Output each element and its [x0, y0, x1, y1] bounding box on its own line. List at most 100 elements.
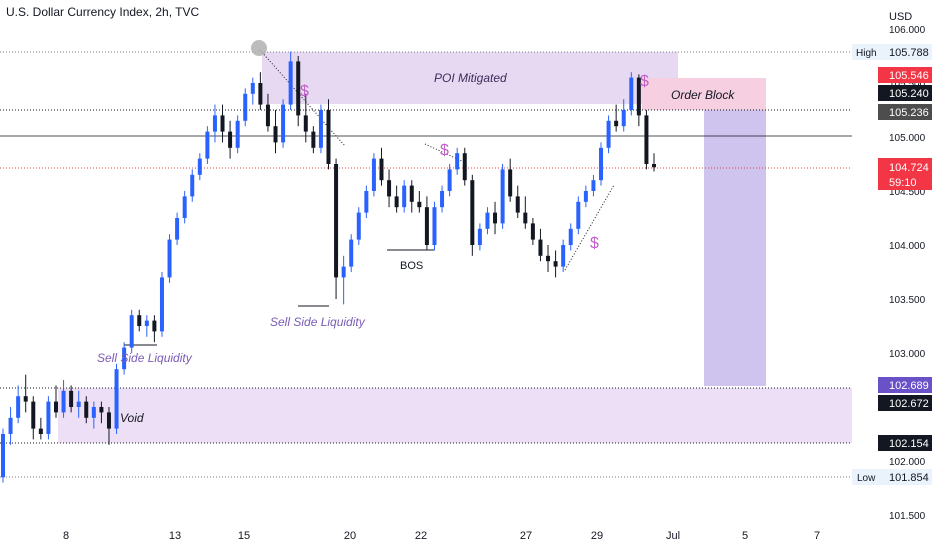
- order-block-label: Order Block: [671, 88, 735, 102]
- candle-body: [576, 201, 581, 229]
- candle-body: [281, 104, 286, 143]
- high-value: 105.788: [889, 47, 929, 59]
- candle-body: [144, 320, 149, 326]
- y-tick-label: 102.000: [889, 457, 926, 468]
- candle-body: [122, 347, 127, 370]
- dollar-label: $: [590, 235, 599, 252]
- ssl-mid-label: Sell Side Liquidity: [270, 315, 366, 329]
- candle-body: [114, 369, 119, 429]
- candle-body: [515, 196, 520, 213]
- candle-body: [53, 401, 58, 413]
- candle-body: [583, 191, 588, 202]
- y-tick-label: 103.500: [889, 295, 926, 306]
- currency-label: USD: [889, 11, 912, 23]
- candle-body: [470, 180, 475, 245]
- candle-body: [568, 228, 573, 245]
- x-tick-label: 20: [344, 530, 356, 542]
- candle-body: [538, 239, 543, 256]
- candle-body: [455, 153, 460, 170]
- low-text: Low: [857, 473, 876, 484]
- candle-body: [99, 407, 104, 413]
- candle-body: [84, 401, 89, 418]
- candle-body: [296, 61, 301, 116]
- poi-label: POI Mitigated: [434, 71, 507, 85]
- bos-label: BOS: [400, 260, 423, 272]
- poi-zone: [262, 52, 678, 104]
- candle-body: [652, 164, 656, 168]
- candle-body: [424, 207, 429, 245]
- candle-body: [61, 390, 66, 413]
- high-marker: [251, 40, 267, 56]
- candle-body: [523, 212, 528, 224]
- candle-body: [318, 110, 323, 148]
- candle-body: [197, 158, 202, 175]
- candle-body: [636, 77, 641, 116]
- candle-body: [462, 153, 467, 181]
- candle-body: [364, 191, 369, 213]
- dollar-label: $: [300, 83, 309, 100]
- candle-body: [508, 169, 513, 197]
- candle-body: [432, 207, 437, 245]
- candle-body: [409, 185, 414, 202]
- candle-body: [334, 164, 339, 278]
- candle-body: [599, 147, 604, 181]
- low-value: 101.854: [889, 472, 929, 484]
- y-tick-label: 101.500: [889, 511, 926, 522]
- candle-body: [137, 315, 142, 326]
- candle-body: [591, 180, 596, 191]
- candle-body: [356, 212, 361, 240]
- candle-body: [417, 201, 422, 208]
- candle-body: [235, 120, 240, 148]
- candle-body: [106, 412, 111, 429]
- ssl-left-label: Sell Side Liquidity: [97, 351, 193, 365]
- countdown-value: 59:10: [889, 177, 917, 189]
- price-672-value: 102.672: [889, 398, 929, 410]
- candle-body: [265, 104, 270, 127]
- y-tick-label: 104.500: [889, 187, 926, 198]
- candle-body: [152, 320, 157, 332]
- dollar-label: $: [640, 73, 649, 90]
- candle-body: [159, 277, 164, 332]
- candle-body: [23, 396, 28, 402]
- price-236-value: 105.236: [889, 107, 929, 119]
- x-tick-label: 8: [63, 530, 69, 542]
- candle-body: [190, 174, 195, 197]
- x-tick-label: 22: [415, 530, 427, 542]
- candle-body: [402, 185, 407, 208]
- dollar-label: $: [440, 142, 449, 159]
- void-zone: [58, 388, 852, 443]
- candle-body: [76, 401, 81, 407]
- x-tick-label: 29: [591, 530, 603, 542]
- price-154-value: 102.154: [889, 438, 929, 450]
- candle-body: [447, 169, 452, 191]
- candle-body: [629, 77, 634, 110]
- x-tick-label: Jul: [666, 530, 680, 542]
- candle-body: [288, 61, 293, 105]
- candle-body: [258, 83, 263, 105]
- candle-body: [243, 93, 248, 121]
- chart-title: U.S. Dollar Currency Index, 2h, TVC: [6, 5, 200, 19]
- current-value: 104.724: [889, 162, 929, 174]
- candle-body: [220, 115, 225, 132]
- candle-body: [228, 131, 233, 148]
- candle-body: [561, 245, 566, 267]
- candle-body: [614, 120, 619, 127]
- y-tick-label: 104.000: [889, 241, 926, 252]
- candle-body: [500, 169, 505, 224]
- candle-body: [440, 191, 445, 208]
- x-tick-label: 15: [238, 530, 250, 542]
- candle-body: [546, 255, 551, 262]
- candle-body: [644, 115, 649, 164]
- candle-body: [493, 212, 498, 224]
- y-tick-label: 106.000: [889, 25, 926, 36]
- candle-body: [31, 401, 36, 429]
- candle-body: [530, 223, 535, 240]
- candle-body: [485, 212, 490, 229]
- candle-body: [477, 228, 482, 245]
- candle-body: [553, 261, 558, 267]
- candle-body: [379, 158, 384, 181]
- poi-top-value: 105.546: [889, 70, 929, 82]
- candle-body: [303, 115, 308, 132]
- y-tick-label: 105.000: [889, 133, 926, 144]
